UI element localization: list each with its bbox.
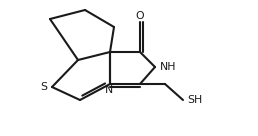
Text: SH: SH	[187, 95, 202, 105]
Text: NH: NH	[160, 62, 176, 72]
Text: N: N	[105, 85, 113, 95]
Text: O: O	[136, 11, 144, 21]
Text: S: S	[40, 82, 47, 92]
